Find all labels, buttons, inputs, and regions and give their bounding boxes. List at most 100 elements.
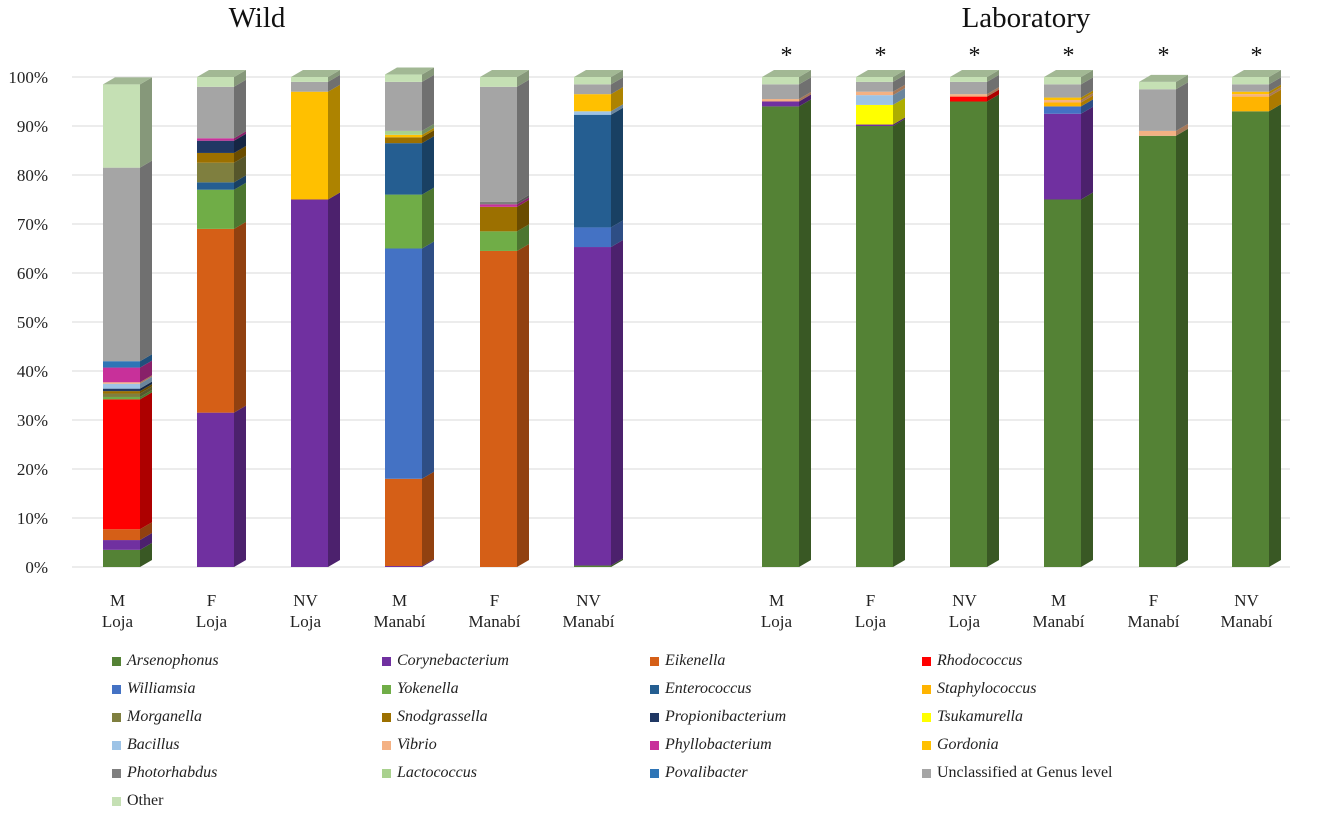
bar-stack (385, 67, 434, 567)
legend-item: Eikenella (650, 652, 725, 670)
bar-segment (1139, 130, 1176, 136)
bar-segment (574, 227, 611, 248)
bar-segment-side (140, 389, 152, 400)
bar-segment-side (422, 123, 434, 135)
bar-segment-side (987, 89, 999, 102)
bar-segment (1232, 91, 1269, 95)
legend-label: Phyllobacterium (665, 736, 772, 753)
legend-item: Yokenella (382, 680, 459, 698)
x-tick-label-sex: NV (576, 591, 601, 610)
bar-segment (480, 86, 517, 202)
bar-segment-side (234, 182, 246, 229)
bar-segment (103, 393, 140, 397)
bar-segment-side (611, 107, 623, 228)
legend-label: Yokenella (397, 680, 459, 697)
bar-segment-side (422, 471, 434, 567)
bar-top (385, 67, 434, 75)
bar-stack (856, 70, 905, 567)
bar-segment (950, 96, 987, 102)
legend-item: Propionibacterium (650, 708, 786, 726)
bar-segment (480, 250, 517, 567)
x-tick-label-sex: F (866, 591, 875, 610)
bar-segment (103, 167, 140, 362)
x-tick-label-sex: M (769, 591, 784, 610)
bar-segment (950, 94, 987, 97)
legend-label: Other (127, 792, 164, 809)
bar-segment (762, 84, 799, 100)
significance-marker: * (1251, 43, 1263, 69)
bar-segment (291, 91, 328, 200)
bar-segment (856, 124, 893, 126)
bar-segment (1139, 89, 1176, 131)
bar-segment (762, 106, 799, 568)
bar-segment (103, 391, 140, 394)
x-tick-label-sex: F (207, 591, 216, 610)
bar-stack (1044, 70, 1093, 567)
legend-label: Unclassified at Genus level (937, 764, 1113, 781)
bar-segment-side (1269, 77, 1281, 92)
bar-segment (856, 104, 893, 125)
bar-segment-side (140, 392, 152, 530)
significance-marker: * (875, 43, 887, 69)
bar-stack (950, 70, 999, 567)
bar-segment (103, 549, 140, 567)
bar-segment-side (987, 74, 999, 95)
legend-label: Eikenella (665, 652, 726, 669)
legend-item: Phyllobacterium (650, 736, 772, 754)
legend-item: Arsenophonus (112, 652, 219, 670)
bar-segment-side (234, 70, 246, 87)
y-tick-label: 90% (17, 117, 48, 136)
bar-segment (950, 101, 987, 567)
bar-top (762, 70, 811, 77)
bar-segment (197, 86, 234, 139)
bar-segment-side (517, 79, 529, 202)
bar-stack (574, 70, 623, 567)
legend-label: Williamsia (127, 680, 196, 697)
bar-segment-side (422, 241, 434, 479)
bar-segment-side (422, 136, 434, 195)
bar-segment (480, 204, 517, 207)
bar-segment (480, 231, 517, 251)
bar-segment-side (422, 187, 434, 249)
x-tick-label-site: Loja (102, 612, 134, 631)
bar-segment-side (517, 70, 529, 87)
bar-segment-side (328, 84, 340, 200)
bar-segment-side (1081, 106, 1093, 200)
bar-segment (197, 228, 234, 413)
legend-label: Lactococcus (397, 764, 477, 781)
bar-segment (103, 399, 140, 530)
bar-segment-side (1269, 104, 1281, 568)
bar-segment-side (799, 99, 811, 568)
bar-segment-side (328, 70, 340, 82)
x-tick-label-sex: NV (1234, 591, 1259, 610)
bar-segment (385, 74, 422, 82)
bar-segment (574, 114, 611, 228)
bar-segment-side (517, 224, 529, 251)
bar-segment-side (799, 94, 811, 107)
x-tick-label-site: Loja (949, 612, 981, 631)
bar-stack (103, 77, 152, 567)
legend-swatch (650, 740, 659, 750)
bar-segment-side (1081, 77, 1093, 98)
bar-top (856, 70, 905, 77)
x-tick-label-site: Loja (855, 612, 887, 631)
bar-segment (856, 126, 893, 567)
legend-swatch (650, 684, 659, 694)
bar-segment-side (234, 79, 246, 139)
bar-segment (1232, 94, 1269, 97)
bar-segment-side (893, 97, 905, 125)
x-tick-label-sex: NV (293, 591, 318, 610)
legend-label: Vibrio (397, 736, 437, 753)
bar-segment-side (422, 130, 434, 144)
bar-segment-side (1269, 84, 1281, 95)
bar-segment-side (611, 558, 623, 567)
legend-swatch (650, 768, 659, 778)
bar-segment (762, 99, 799, 102)
legend-item: Other (112, 792, 163, 810)
bar-segment (1044, 102, 1081, 107)
legend-item: Enterococcus (650, 680, 751, 698)
bar-segment (385, 566, 422, 567)
legend-label: Enterococcus (665, 680, 752, 697)
bar-segment (480, 206, 517, 232)
